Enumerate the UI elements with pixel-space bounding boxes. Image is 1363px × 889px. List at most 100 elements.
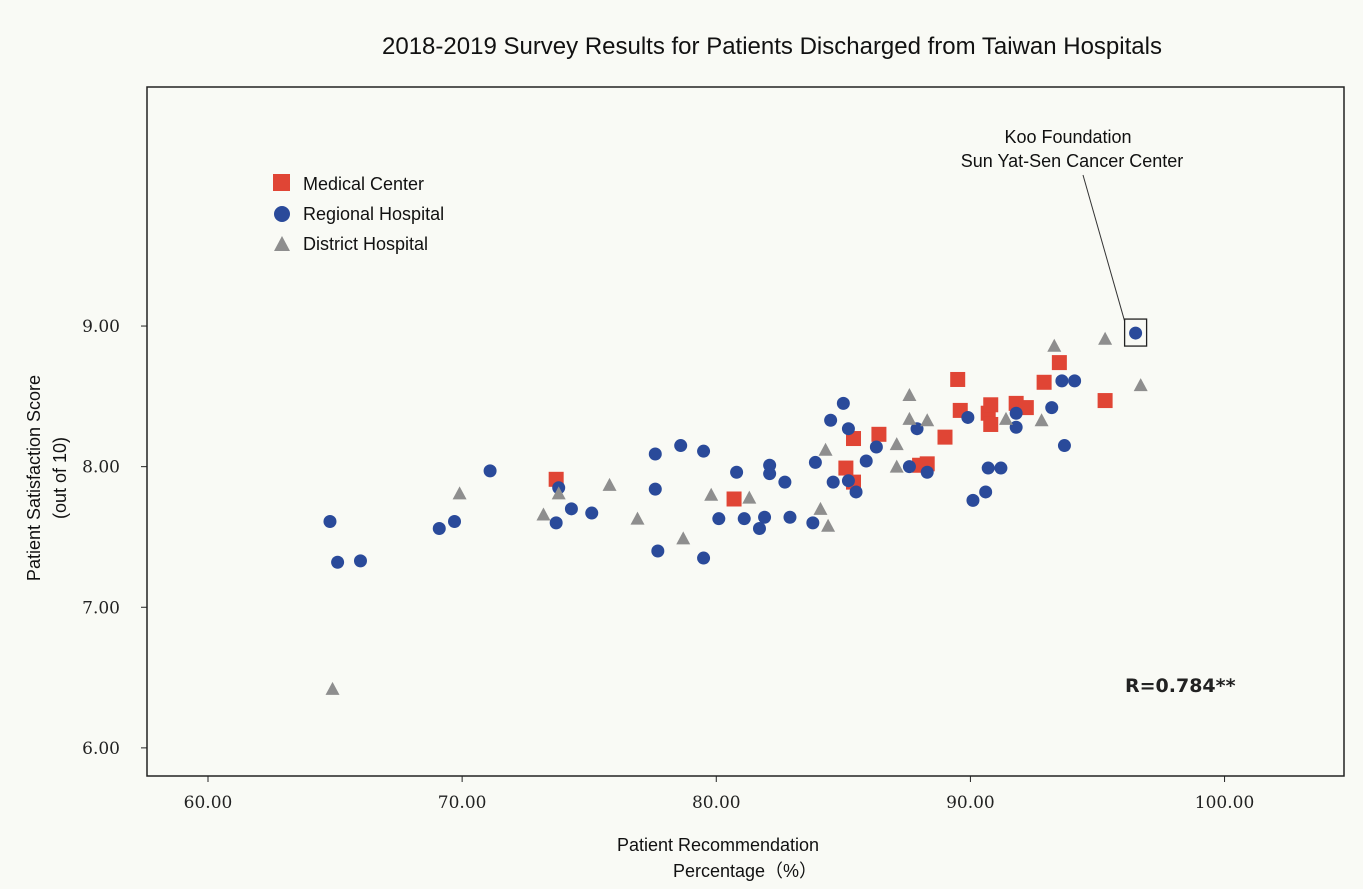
medical-center-point (1097, 393, 1113, 409)
medical-center-point (937, 429, 953, 445)
district-hospital-point (818, 442, 833, 456)
medical-center-point (983, 397, 999, 413)
district-hospital-point (551, 486, 566, 500)
y-tick-label: 9.00 (82, 317, 120, 337)
district-hospital-point (920, 413, 935, 427)
regional-hospital-point (712, 512, 726, 526)
regional-hospital-point (1068, 374, 1082, 388)
x-axis-label-line1: Patient Recommendation (617, 835, 819, 855)
district-hospital-point (821, 518, 836, 532)
district-hospital-point (676, 531, 691, 545)
district-hospital-point (813, 501, 828, 515)
regional-hospital-point (966, 493, 980, 507)
regional-hospital-point (910, 422, 924, 436)
x-tick-label: 100.00 (1195, 793, 1254, 813)
district-hospital-point (536, 507, 551, 521)
x-tick-label: 60.00 (184, 793, 233, 813)
district-hospital-point (889, 459, 904, 473)
regional-hospital-point (752, 522, 766, 536)
regional-hospital-point (826, 475, 840, 489)
regional-hospital-point (902, 460, 916, 474)
regional-hospital-point (448, 514, 462, 528)
y-axis-ticks: 6.00 7.00 8.00 9.00 (82, 317, 147, 759)
regional-hospital-point (1129, 326, 1143, 340)
x-tick-label: 80.00 (692, 793, 741, 813)
regional-hospital-point (920, 465, 934, 479)
legend: Medical Center Regional Hospital Distric… (273, 174, 444, 254)
regional-hospital-point (353, 554, 367, 568)
regional-hospital-point (697, 444, 711, 458)
district-hospital-point (1098, 331, 1113, 345)
regional-hospital-point (869, 440, 883, 454)
regional-hospital-point (323, 514, 337, 528)
legend-triangle-marker (274, 236, 290, 251)
regional-hospital-point (758, 510, 772, 524)
annotation-leader-line (1082, 174, 1126, 322)
regional-hospital-point (841, 474, 855, 488)
y-tick-label: 7.00 (82, 598, 120, 618)
regional-hospital-point (806, 516, 820, 530)
legend-label-district-hospital: District Hospital (303, 234, 428, 254)
legend-circle-marker (274, 206, 290, 222)
medical-center-point (871, 426, 887, 442)
legend-square-marker (273, 174, 290, 191)
district-hospital-point (602, 477, 617, 491)
regional-hospital-point (808, 455, 822, 469)
y-axis-label-line1: Patient Satisfaction Score (24, 375, 44, 581)
x-tick-label: 70.00 (438, 793, 487, 813)
x-tick-label: 90.00 (946, 793, 995, 813)
district-hospital-point (1047, 338, 1062, 352)
regional-hospital-point (961, 410, 975, 424)
regional-hospital-point (841, 422, 855, 436)
regional-hospital-point (1055, 374, 1069, 388)
correlation-value: R=0.784** (1125, 675, 1236, 697)
regional-hospital-point (730, 465, 744, 479)
annotation: Koo Foundation Sun Yat-Sen Cancer Center (961, 127, 1183, 347)
district-hospital-point (998, 411, 1013, 425)
annotation-highlight-box (1123, 318, 1148, 347)
district-hospital-point (889, 437, 904, 451)
regional-hospital-point (674, 439, 688, 453)
district-hospital-point (742, 490, 757, 504)
regional-hospital-point (1045, 401, 1059, 415)
medical-center-point (950, 371, 966, 387)
regional-hospital-point (432, 522, 446, 536)
regional-hospital-point (859, 454, 873, 468)
annotation-line2: Sun Yat-Sen Cancer Center (961, 151, 1183, 171)
legend-label-regional-hospital: Regional Hospital (303, 204, 444, 224)
regional-hospital-point (763, 467, 777, 481)
regional-hospital-point (1009, 420, 1023, 434)
regional-hospital-point (994, 461, 1008, 475)
regional-hospital-point (849, 485, 863, 499)
x-axis-label-line2: Percentage（%） (673, 861, 817, 881)
medical-center-point (1036, 374, 1052, 390)
regional-hospital-point (783, 510, 797, 524)
regional-hospital-point (483, 464, 497, 478)
regional-hospital-point (778, 475, 792, 489)
data-points (323, 326, 1148, 695)
district-hospital-point (704, 487, 719, 501)
plot-area (146, 86, 1345, 777)
regional-hospital-point (585, 506, 599, 520)
district-hospital-point (902, 411, 917, 425)
annotation-line1: Koo Foundation (1004, 127, 1131, 147)
district-hospital-point (630, 511, 645, 525)
medical-center-point (1051, 355, 1067, 371)
regional-hospital-point (648, 482, 662, 496)
medical-center-point (726, 491, 742, 507)
district-hospital-point (325, 681, 340, 695)
regional-hospital-point (651, 544, 665, 558)
regional-hospital-point (981, 461, 995, 475)
regional-hospital-point (836, 396, 850, 410)
regional-hospital-point (737, 512, 751, 526)
regional-hospital-point (648, 447, 662, 461)
district-hospital-point (1133, 378, 1148, 392)
medical-center-point (983, 416, 999, 432)
district-hospital-point (902, 387, 917, 401)
medical-center-point (1018, 400, 1034, 416)
district-hospital-point (1034, 413, 1049, 427)
regional-hospital-point (549, 516, 563, 530)
regional-hospital-point (979, 485, 993, 499)
regional-hospital-point (1009, 406, 1023, 420)
